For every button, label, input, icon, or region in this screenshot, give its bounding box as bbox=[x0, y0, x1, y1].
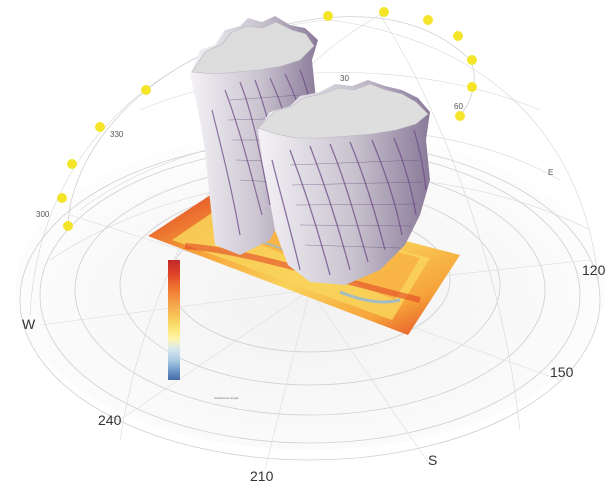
tower-right[interactable] bbox=[257, 80, 430, 285]
sun-markers bbox=[57, 7, 477, 231]
label-azimuth-210: 210 bbox=[250, 468, 274, 484]
sun-marker bbox=[57, 193, 67, 203]
legend-caption: Irradiance Angle bbox=[214, 396, 239, 400]
label-azimuth-60: 60 bbox=[454, 102, 463, 111]
sun-path-arc bbox=[67, 16, 475, 227]
sun-marker bbox=[423, 15, 433, 25]
label-east: E bbox=[548, 168, 554, 177]
sun-marker bbox=[467, 55, 477, 65]
sun-marker bbox=[141, 85, 151, 95]
sun-marker bbox=[323, 11, 333, 21]
sun-marker bbox=[455, 111, 465, 121]
label-west: W bbox=[22, 316, 36, 332]
label-azimuth-30: 30 bbox=[340, 74, 349, 83]
label-azimuth-330: 330 bbox=[110, 130, 124, 139]
sun-marker bbox=[453, 31, 463, 41]
label-south: S bbox=[428, 452, 438, 468]
label-azimuth-150: 150 bbox=[550, 364, 574, 380]
sun-marker bbox=[467, 82, 477, 92]
sun-marker bbox=[379, 7, 389, 17]
label-azimuth-240: 240 bbox=[98, 412, 122, 428]
label-azimuth-120: 120 bbox=[582, 262, 606, 278]
legend-color-bar bbox=[168, 260, 180, 380]
sun-marker bbox=[95, 122, 105, 132]
sun-marker bbox=[67, 159, 77, 169]
label-azimuth-300: 300 bbox=[36, 210, 50, 219]
legend bbox=[168, 260, 180, 380]
sun-marker bbox=[63, 221, 73, 231]
